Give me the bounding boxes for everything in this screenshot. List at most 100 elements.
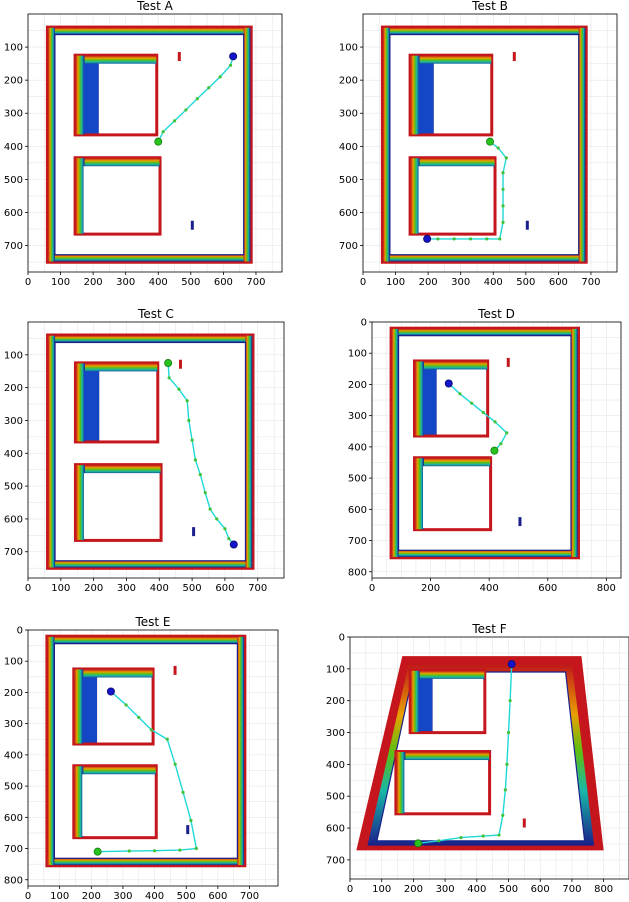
y-tick-label: 400 — [339, 142, 358, 153]
obstacle-upper-inner — [99, 371, 157, 441]
goal-marker — [106, 687, 115, 696]
y-tick-label: 0 — [17, 626, 23, 637]
y-tick-label: 400 — [348, 442, 367, 453]
outer-wall-band-right — [243, 27, 251, 262]
y-tick-label: 700 — [339, 241, 358, 252]
path-point — [137, 715, 141, 720]
obstacle-upper-inner — [98, 63, 156, 134]
y-tick-label: 800 — [348, 567, 367, 578]
path-point — [165, 737, 169, 741]
path-point — [508, 699, 512, 703]
outer-wall-band-bottom — [383, 254, 586, 262]
path-point — [498, 237, 502, 241]
post-lower — [186, 825, 190, 835]
axes-frame — [27, 321, 285, 579]
x-tick-label: 600 — [538, 583, 557, 594]
outer-wall-band-left — [391, 328, 399, 558]
y-tick-label: 100 — [4, 657, 23, 668]
obstacle-lower-inner — [404, 760, 489, 813]
y-tick-label: 0 — [339, 633, 345, 644]
panel-1: 0 100 200 300 400 500 600 700 100 200 300 400 500 600… — [4, 0, 283, 288]
obstacle-lower-band — [410, 158, 495, 168]
outer-wall-band-right — [578, 27, 586, 262]
x-tick-label: 300 — [117, 583, 136, 594]
y-tick-label: 500 — [4, 782, 23, 793]
post-upper — [177, 52, 181, 62]
x-tick-label: 400 — [149, 277, 168, 288]
obstacle-lower-side — [74, 766, 84, 838]
path-point — [504, 156, 508, 160]
goal-marker — [229, 540, 238, 549]
x-tick-label: 0 — [369, 583, 375, 594]
post-lower — [190, 220, 194, 230]
path-point — [198, 473, 202, 477]
y-tick-label: 500 — [348, 474, 367, 485]
obstacle-upper-inner — [433, 63, 491, 134]
obstacle-lower-band — [75, 158, 160, 168]
y-tick-label: 200 — [4, 383, 23, 394]
obstacle-upper-band — [410, 670, 485, 680]
y-tick-label: 100 — [348, 349, 367, 360]
panel-title: Test B — [471, 0, 508, 13]
x-tick-label: 700 — [240, 891, 259, 902]
y-tick-label: 500 — [339, 175, 358, 186]
goal-marker — [423, 234, 432, 243]
path-point — [207, 86, 211, 90]
obstacle-upper-side — [75, 363, 85, 442]
path-point — [506, 730, 511, 735]
path-point — [177, 387, 181, 391]
x-tick-label: 300 — [451, 277, 470, 288]
goal-marker — [507, 660, 516, 669]
path-point — [501, 171, 505, 175]
panel-5: 0 100 200 300 400 500 600 700 0 100 200 300 400 500 60… — [4, 615, 279, 902]
y-tick-label: 300 — [4, 416, 23, 427]
start-marker — [154, 137, 163, 146]
post-upper — [512, 52, 516, 62]
path-point — [468, 237, 473, 241]
post-upper — [178, 359, 182, 369]
path-point — [178, 848, 182, 852]
x-tick-label: 700 — [562, 884, 581, 895]
path-point — [470, 401, 474, 405]
path-point — [458, 392, 462, 396]
y-tick-label: 400 — [4, 750, 23, 761]
path-point — [208, 507, 212, 511]
y-tick-label: 300 — [4, 109, 23, 120]
path-point — [124, 703, 128, 707]
path-point — [189, 818, 193, 823]
post-lower — [522, 818, 526, 828]
path-point — [172, 119, 177, 123]
path-point — [501, 187, 505, 191]
post-upper — [506, 357, 510, 367]
outer-wall-band-right — [245, 335, 253, 568]
y-tick-label: 600 — [339, 208, 358, 219]
panel-3: 0 100 200 300 400 500 600 700 100 200 300 400 500 600… — [4, 307, 285, 594]
y-tick-label: 200 — [348, 380, 367, 391]
path-point — [459, 836, 463, 840]
obstacle-lower-inner — [423, 466, 490, 529]
obstacle-upper-side — [410, 55, 420, 135]
obstacle-upper-face — [423, 369, 437, 435]
path-point — [152, 849, 157, 853]
path-point — [184, 108, 188, 112]
path-point — [505, 431, 509, 435]
x-tick-label: 200 — [421, 583, 440, 594]
obstacle-lower-side — [410, 158, 420, 234]
post-lower — [192, 527, 196, 537]
path-point — [496, 146, 500, 150]
path-point — [193, 458, 197, 462]
x-tick-label: 700 — [248, 583, 267, 594]
obstacle-upper-side — [415, 361, 425, 436]
x-tick-label: 600 — [531, 884, 550, 895]
y-tick-label: 300 — [326, 728, 345, 739]
path-point — [181, 790, 185, 794]
panel-6: 0 100 200 300 400 500 600 700 800 0 100 200 300 400 50… — [326, 622, 629, 895]
y-tick-label: 400 — [4, 449, 23, 460]
x-tick-label: 600 — [208, 891, 227, 902]
x-tick-label: 200 — [82, 891, 101, 902]
x-tick-label: 200 — [84, 277, 103, 288]
path-point — [173, 762, 177, 766]
x-tick-label: 100 — [51, 583, 70, 594]
obstacle-lower-side — [75, 465, 85, 540]
